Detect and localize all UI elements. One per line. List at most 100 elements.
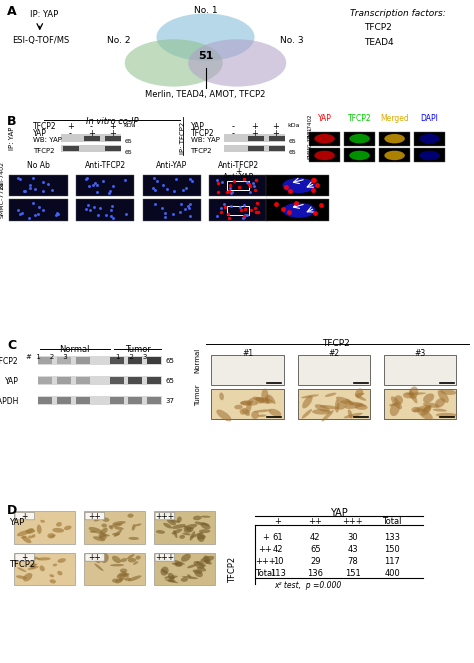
Bar: [298, 389, 370, 419]
Ellipse shape: [254, 397, 265, 404]
Text: 43: 43: [347, 546, 358, 554]
Ellipse shape: [128, 575, 141, 581]
Ellipse shape: [268, 394, 275, 404]
Text: 10: 10: [273, 558, 283, 566]
Bar: [14, 553, 75, 585]
Text: Total: Total: [383, 518, 402, 526]
Ellipse shape: [25, 514, 29, 520]
Ellipse shape: [94, 518, 100, 522]
Text: 78: 78: [347, 558, 358, 566]
Text: Merlin, TEAD4, AMOT, TFCP2: Merlin, TEAD4, AMOT, TFCP2: [146, 90, 266, 99]
Ellipse shape: [423, 402, 439, 408]
Text: #2: #2: [328, 349, 339, 357]
Ellipse shape: [195, 522, 205, 525]
Ellipse shape: [27, 528, 34, 534]
Text: #  1    2    3: # 1 2 3: [26, 354, 67, 360]
Ellipse shape: [112, 556, 121, 563]
FancyBboxPatch shape: [85, 512, 105, 520]
Ellipse shape: [344, 413, 363, 418]
Bar: [344, 132, 375, 146]
Text: No. 2: No. 2: [108, 36, 131, 45]
Bar: [266, 174, 329, 196]
Ellipse shape: [319, 405, 338, 409]
Bar: [384, 389, 456, 419]
Ellipse shape: [156, 13, 255, 61]
Ellipse shape: [325, 392, 337, 397]
Ellipse shape: [115, 577, 123, 583]
Ellipse shape: [197, 535, 206, 540]
Bar: [414, 132, 446, 146]
Text: YAP: YAP: [9, 518, 25, 527]
Text: +: +: [274, 518, 281, 526]
Text: 65: 65: [125, 150, 132, 155]
Ellipse shape: [182, 576, 198, 579]
Ellipse shape: [190, 532, 203, 538]
Ellipse shape: [161, 569, 168, 573]
Ellipse shape: [204, 560, 212, 564]
Ellipse shape: [173, 530, 177, 538]
Bar: [227, 206, 249, 215]
Bar: [38, 355, 162, 365]
Ellipse shape: [254, 409, 271, 412]
Text: TFCP2: TFCP2: [364, 23, 392, 32]
Bar: [38, 357, 52, 364]
Text: WB: YAP: WB: YAP: [33, 137, 62, 143]
Ellipse shape: [411, 407, 419, 412]
Text: No Ab: No Ab: [27, 160, 50, 170]
Ellipse shape: [125, 39, 223, 87]
Text: +: +: [88, 129, 94, 138]
Ellipse shape: [390, 402, 400, 416]
Text: YAP: YAP: [191, 122, 204, 131]
Ellipse shape: [93, 554, 100, 563]
Ellipse shape: [417, 408, 433, 420]
Ellipse shape: [172, 528, 182, 534]
Bar: [61, 145, 121, 152]
Ellipse shape: [265, 394, 270, 404]
Bar: [14, 511, 75, 544]
Ellipse shape: [112, 579, 118, 583]
Ellipse shape: [197, 532, 205, 542]
Bar: [128, 377, 143, 384]
Ellipse shape: [21, 536, 27, 538]
Ellipse shape: [64, 526, 72, 530]
Text: Total: Total: [255, 570, 275, 578]
Ellipse shape: [433, 408, 447, 412]
Ellipse shape: [255, 397, 273, 404]
Text: TFCP2: TFCP2: [0, 357, 19, 366]
Text: 65: 65: [125, 139, 132, 144]
Ellipse shape: [183, 526, 194, 529]
Ellipse shape: [156, 530, 165, 534]
Text: ++: ++: [89, 512, 101, 520]
Ellipse shape: [110, 523, 122, 528]
Text: +: +: [251, 122, 258, 131]
Ellipse shape: [161, 567, 169, 575]
Ellipse shape: [28, 536, 33, 538]
Ellipse shape: [421, 406, 431, 416]
Text: Tumor: Tumor: [195, 384, 201, 406]
Text: 151: 151: [345, 570, 360, 578]
Bar: [154, 511, 215, 544]
Ellipse shape: [202, 522, 210, 526]
Ellipse shape: [25, 529, 36, 533]
Ellipse shape: [405, 392, 426, 395]
Text: GAPDH: GAPDH: [0, 396, 19, 406]
Bar: [38, 396, 52, 404]
Circle shape: [384, 134, 405, 143]
Ellipse shape: [301, 394, 319, 398]
Text: 136: 136: [307, 570, 323, 578]
Ellipse shape: [52, 528, 64, 532]
Ellipse shape: [18, 568, 27, 572]
Ellipse shape: [93, 536, 105, 541]
Bar: [209, 200, 267, 221]
Text: YAP: YAP: [5, 377, 19, 386]
Ellipse shape: [94, 564, 104, 571]
Ellipse shape: [57, 571, 63, 575]
Ellipse shape: [172, 563, 182, 566]
Ellipse shape: [391, 396, 402, 409]
Ellipse shape: [121, 571, 129, 577]
Text: Anti-YAP: Anti-YAP: [223, 172, 254, 182]
Ellipse shape: [219, 392, 224, 400]
Ellipse shape: [167, 579, 176, 582]
Ellipse shape: [187, 564, 196, 568]
Bar: [128, 357, 143, 364]
